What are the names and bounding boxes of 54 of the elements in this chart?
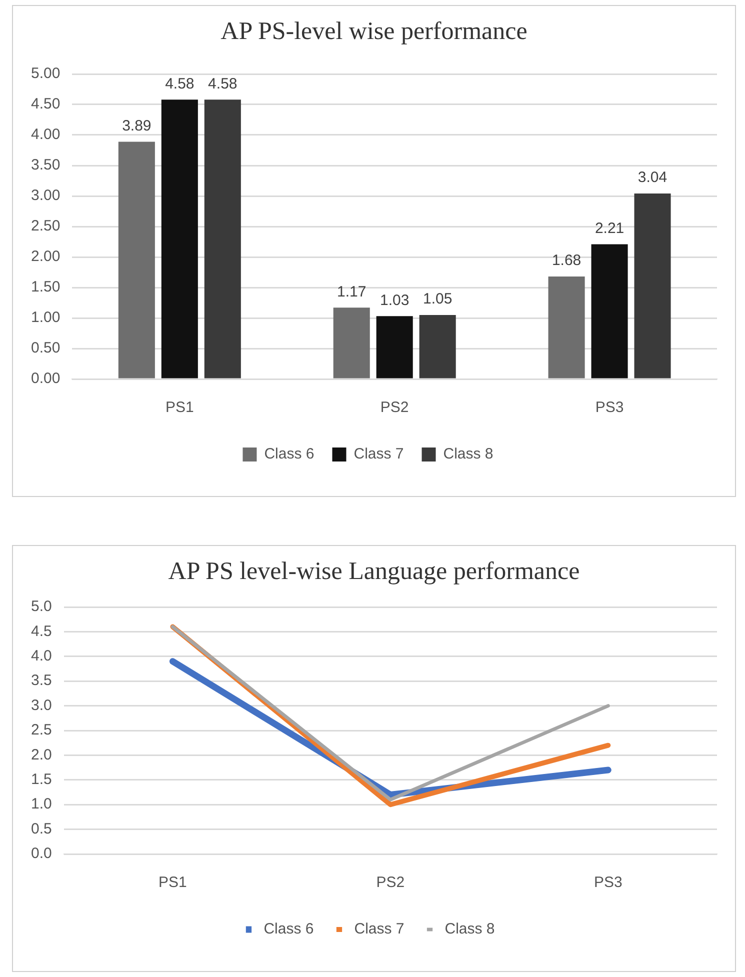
legend-label: Class 6 [264,446,314,463]
data-label: 1.68 [552,252,582,270]
y-tick-label: 2.5 [30,722,52,739]
x-tick-label: PS3 [594,874,622,892]
legend-label: Class 7 [354,446,404,463]
y-tick-label: 4.0 [30,648,52,665]
x-tick-label: PS2 [380,399,409,416]
legend-label: Class 6 [264,920,314,938]
y-tick-label: 2.0 [30,746,52,764]
x-tick-label: PS1 [158,874,187,892]
data-label: 1.03 [380,292,410,309]
x-tick-label: PS2 [376,874,405,892]
y-tick-label: 5.00 [30,65,60,82]
x-tick-label: PS3 [595,399,624,416]
data-label: 3.04 [638,169,668,186]
y-tick-label: 1.5 [30,771,52,788]
bar [591,244,628,378]
y-tick-label: 3.50 [30,156,60,174]
data-label: 1.05 [422,290,452,308]
legend-label: Class 8 [444,920,495,938]
bar [634,194,671,378]
y-tick-label: 0.5 [30,820,52,838]
y-tick-label: 3.5 [30,672,52,690]
y-tick-label: 3.0 [30,696,52,714]
legend-label: Class 8 [443,446,494,463]
bar [376,316,413,378]
data-label: 4.58 [165,75,194,92]
y-tick-label: 1.50 [30,278,60,296]
y-tick-label: 0.50 [30,340,60,357]
y-tick-label: 2.50 [30,218,60,235]
y-tick-label: 4.50 [30,96,60,113]
bar [118,142,155,378]
bar [204,100,241,378]
legend-label: Class 7 [354,920,404,938]
bar [333,308,370,378]
data-label: 3.89 [122,117,152,134]
y-tick-label: 5.0 [30,598,52,616]
y-tick-label: 2.00 [30,248,60,266]
data-label: 2.21 [594,220,624,237]
x-tick-label: PS1 [165,399,194,416]
data-label: 4.58 [208,75,238,92]
chart-title: AP PS-level wise performance [220,18,528,46]
bar [419,314,456,378]
bar [548,276,585,378]
chart-title: AP PS level-wise Language performance [167,558,581,586]
y-tick-label: 3.00 [30,187,60,204]
y-tick-label: 0.0 [30,845,52,862]
y-tick-label: 0.00 [30,370,60,388]
data-label: 1.17 [337,283,366,300]
y-tick-label: 1.00 [30,309,60,326]
bar [161,100,198,378]
y-tick-label: 4.00 [30,126,60,144]
y-tick-label: 1.0 [30,796,52,813]
y-tick-label: 4.5 [30,622,52,640]
